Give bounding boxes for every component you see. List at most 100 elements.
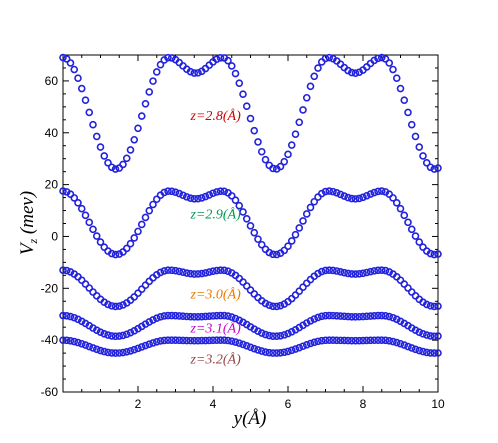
data-point	[291, 130, 300, 138]
data-point	[347, 336, 356, 345]
data-point	[74, 74, 82, 82]
data-point	[261, 299, 270, 308]
data-point	[190, 195, 199, 203]
data-point	[212, 336, 221, 345]
data-point	[197, 312, 206, 321]
series-label: z=3.0(Å)	[190, 287, 242, 303]
y-axis-title-sub: z	[26, 239, 40, 245]
data-point	[216, 187, 225, 195]
data-point	[321, 187, 330, 196]
data-point	[212, 311, 221, 320]
data-point	[344, 193, 352, 202]
data-point	[284, 150, 292, 159]
data-point	[156, 313, 165, 321]
data-point	[325, 311, 334, 320]
data-point	[291, 345, 300, 353]
data-point	[317, 189, 326, 198]
data-point	[314, 269, 322, 278]
data-point	[257, 347, 266, 355]
data-point	[242, 342, 251, 350]
data-point	[227, 313, 236, 321]
data-point	[119, 348, 127, 357]
data-point	[186, 336, 195, 345]
data-point	[160, 336, 169, 345]
data-point	[137, 220, 146, 229]
data-point	[190, 336, 199, 345]
data-point	[362, 312, 371, 321]
data-point	[111, 302, 120, 311]
data-point	[317, 336, 326, 345]
x-tick-label: 6	[285, 397, 292, 411]
data-point	[344, 66, 352, 75]
data-point	[141, 341, 150, 350]
data-point	[152, 195, 161, 204]
data-point	[190, 69, 199, 77]
data-point	[419, 330, 427, 338]
data-point	[70, 337, 79, 346]
data-point	[137, 112, 146, 120]
data-point	[152, 338, 161, 346]
data-point	[362, 268, 371, 277]
data-point	[201, 336, 210, 345]
data-point	[216, 311, 225, 320]
data-point	[370, 267, 379, 275]
series-annotations: z=2.8(Å) z=2.9(Å) z=3.0(Å) z=3.1(Å) z=3.2(Å)	[190, 108, 242, 368]
data-point	[344, 312, 352, 321]
data-point	[306, 203, 315, 212]
data-point	[314, 337, 322, 346]
data-point	[381, 336, 390, 345]
data-point	[59, 311, 67, 320]
data-point	[325, 336, 334, 344]
data-point	[317, 312, 326, 321]
data-point	[426, 302, 435, 310]
data-point	[411, 232, 420, 240]
data-point	[186, 194, 195, 202]
data-point	[96, 328, 105, 336]
data-point	[250, 344, 259, 353]
data-point	[89, 225, 97, 234]
data-point	[141, 213, 150, 222]
data-point	[126, 328, 135, 337]
data-point	[216, 336, 225, 344]
data-point	[70, 313, 79, 322]
data-point	[145, 88, 154, 96]
data-point	[306, 82, 315, 91]
data-point	[284, 329, 292, 338]
data-point	[92, 132, 101, 141]
data-point	[152, 68, 161, 76]
data-point	[370, 336, 379, 345]
data-point	[231, 196, 240, 205]
data-point	[100, 243, 109, 251]
data-point	[104, 159, 112, 167]
data-point	[381, 311, 390, 320]
data-point	[119, 301, 127, 309]
data-point	[389, 313, 397, 322]
data-point	[130, 293, 139, 301]
data-point	[422, 159, 431, 167]
data-point	[426, 163, 435, 172]
data-point	[209, 189, 217, 198]
data-point	[389, 337, 397, 346]
data-point	[329, 187, 337, 196]
data-point	[400, 341, 409, 349]
data-point	[347, 270, 356, 278]
x-axis-title: y(Å)	[232, 408, 267, 429]
data-point	[164, 266, 172, 275]
data-point	[377, 266, 386, 274]
data-point	[314, 64, 322, 72]
data-point	[70, 65, 79, 74]
data-point	[340, 336, 349, 345]
data-point	[392, 199, 401, 207]
data-point	[231, 69, 240, 78]
data-point	[77, 84, 86, 93]
data-point	[392, 315, 401, 324]
data-markers	[59, 53, 442, 357]
data-point	[250, 126, 259, 135]
data-point	[377, 53, 386, 62]
data-point	[141, 99, 150, 108]
data-point	[385, 59, 394, 67]
data-point	[205, 312, 214, 320]
data-point	[287, 327, 296, 336]
data-point	[332, 312, 341, 320]
data-point	[430, 349, 439, 357]
